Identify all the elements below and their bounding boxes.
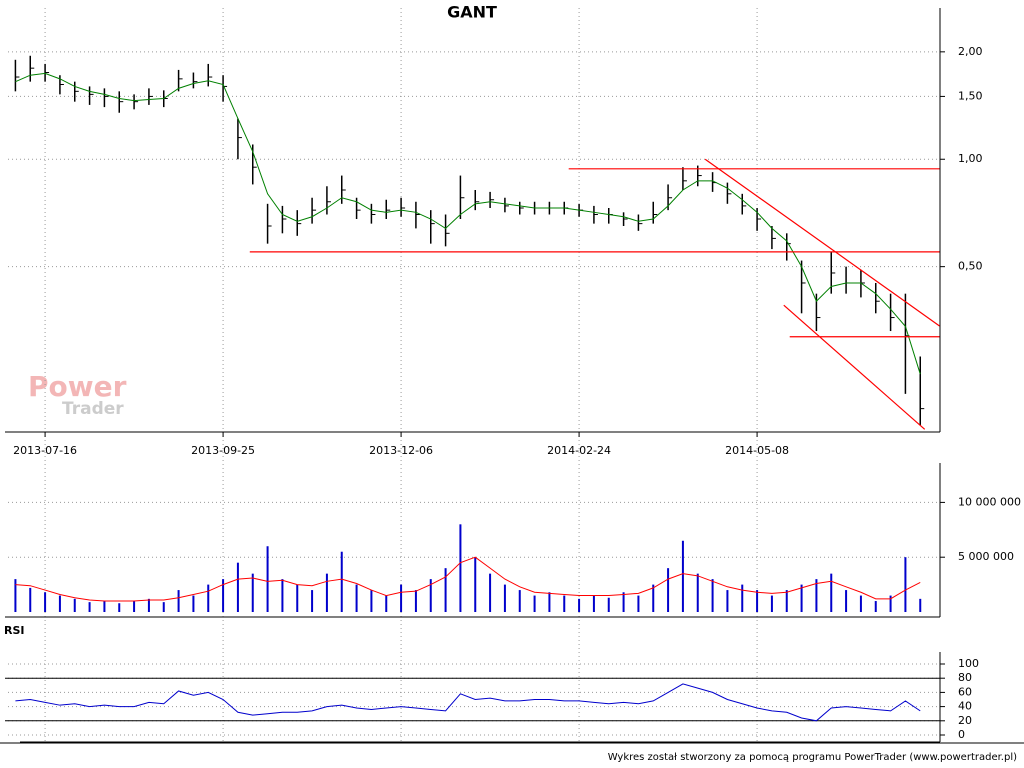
volume-bar xyxy=(444,568,447,612)
volume-bar xyxy=(859,595,862,612)
volume-bar xyxy=(133,601,136,612)
volume-bar xyxy=(400,584,403,612)
volume-bar xyxy=(14,579,17,612)
volume-bar xyxy=(741,584,744,612)
y-tick-label: 0,50 xyxy=(958,260,983,273)
footer: Wykres został stworzony za pomocą progra… xyxy=(608,752,1017,763)
volume-bar xyxy=(711,579,714,612)
watermark: Trader xyxy=(62,399,124,419)
volume-bar xyxy=(459,524,462,612)
volume-bar xyxy=(489,573,492,612)
volume-bar xyxy=(607,597,610,612)
volume-bar xyxy=(474,557,477,612)
volume-bar xyxy=(311,590,314,612)
chart-title: GANT xyxy=(447,3,497,22)
volume-bar xyxy=(355,584,358,612)
y-tick-label: 40 xyxy=(958,700,972,713)
volume-bar xyxy=(429,579,432,612)
watermark: Power xyxy=(28,370,127,403)
volume-bar xyxy=(103,601,106,612)
volume-bar xyxy=(889,595,892,612)
volume-bar xyxy=(177,590,180,612)
y-tick-label: 2,00 xyxy=(958,45,983,58)
y-tick-label: 10 000 000 xyxy=(958,495,1021,508)
volume-bar xyxy=(592,595,595,612)
moving-average xyxy=(15,72,921,375)
volume-average xyxy=(15,556,921,602)
y-tick-label: 100 xyxy=(958,657,979,670)
volume-bar xyxy=(637,595,640,612)
y-tick-label: 60 xyxy=(958,685,972,698)
rsi-line xyxy=(15,683,921,722)
y-tick-label: 0 xyxy=(958,728,965,741)
volume-bar xyxy=(726,590,729,612)
volume-bar xyxy=(800,584,803,612)
x-tick-label: 2013-12-06 xyxy=(369,444,433,457)
trendline xyxy=(783,304,926,430)
x-tick-label: 2013-09-25 xyxy=(191,444,255,457)
volume-bar xyxy=(296,584,299,612)
volume-bar xyxy=(385,595,388,612)
volume-bar xyxy=(222,579,225,612)
y-tick-label: 20 xyxy=(958,714,972,727)
volume-bar xyxy=(845,590,848,612)
volume-bar xyxy=(815,579,818,612)
x-tick-label: 2013-07-16 xyxy=(13,444,77,457)
volume-bar xyxy=(370,590,373,612)
volume-bar xyxy=(414,590,417,612)
x-tick-label: 2014-02-24 xyxy=(547,444,611,457)
volume-bar xyxy=(874,601,877,612)
volume-bar xyxy=(533,595,536,612)
volume-bar xyxy=(785,590,788,612)
volume-bar xyxy=(919,598,922,612)
volume-bar xyxy=(58,595,61,612)
volume-bar xyxy=(667,568,670,612)
volume-bar xyxy=(681,540,684,612)
volume-bar xyxy=(548,592,551,612)
volume-bar xyxy=(340,551,343,612)
volume-bar xyxy=(830,573,833,612)
volume-bar xyxy=(29,587,32,612)
volume-bar xyxy=(207,584,210,612)
volume-bar xyxy=(518,590,521,612)
y-tick-label: 1,50 xyxy=(958,89,983,102)
volume-bar xyxy=(652,584,655,612)
volume-bar xyxy=(44,592,47,612)
trendline xyxy=(704,158,940,327)
volume-bar xyxy=(192,595,195,612)
volume-bar xyxy=(622,592,625,612)
y-tick-label: 80 xyxy=(958,671,972,684)
volume-bar xyxy=(503,584,506,612)
volume-bar xyxy=(756,590,759,612)
volume-bar xyxy=(162,602,165,612)
volume-bar xyxy=(563,595,566,612)
y-tick-label: 1,00 xyxy=(958,152,983,165)
volume-bar xyxy=(251,573,254,612)
volume-bar xyxy=(325,573,328,612)
volume-bar xyxy=(770,595,773,612)
volume-bar xyxy=(236,562,239,612)
y-tick-label: 5 000 000 xyxy=(958,550,1014,563)
volume-bar xyxy=(88,602,91,612)
volume-bar xyxy=(73,598,76,612)
panel-title: RSI xyxy=(4,624,25,637)
volume-bar xyxy=(266,546,269,612)
volume-bar xyxy=(147,598,150,612)
x-tick-label: 2014-05-08 xyxy=(725,444,789,457)
volume-bar xyxy=(904,557,907,612)
volume-bar xyxy=(118,603,121,612)
volume-bar xyxy=(696,573,699,612)
volume-bar xyxy=(281,579,284,612)
volume-bar xyxy=(578,598,581,612)
